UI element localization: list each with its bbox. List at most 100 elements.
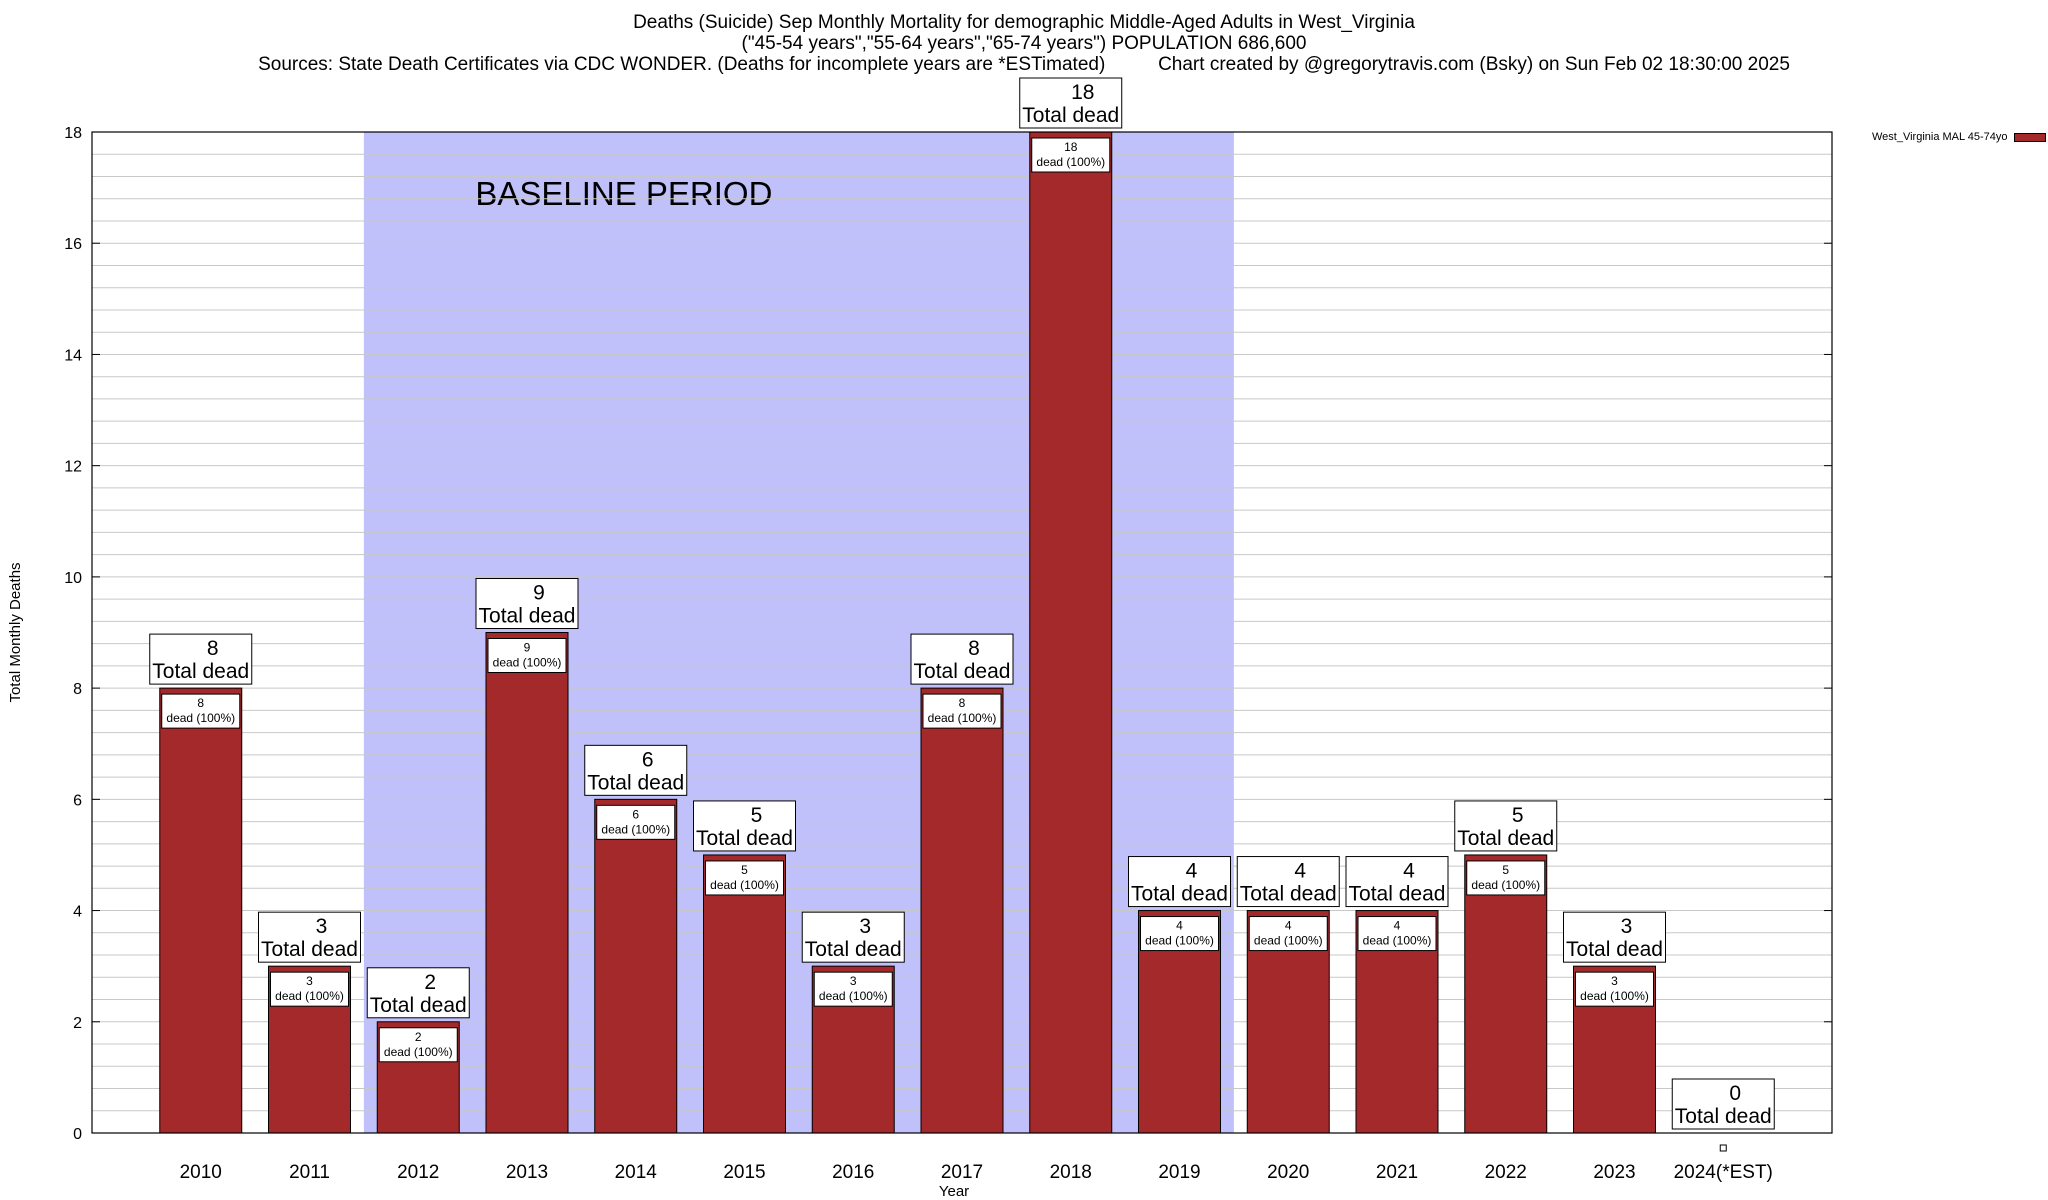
bar bbox=[485, 632, 569, 1134]
y-tick-label: 16 bbox=[64, 236, 82, 253]
bar-total-label: Total dead bbox=[261, 938, 358, 961]
y-tick-label: 4 bbox=[73, 904, 82, 921]
bar-inner-label: dead (100%) bbox=[1471, 878, 1540, 892]
bar-total-value: 3 bbox=[316, 915, 328, 938]
bar-inner-label: dead (100%) bbox=[1363, 934, 1432, 948]
chart-title-line-2: ("45-54 years","55-64 years","65-74 year… bbox=[741, 33, 1307, 54]
bar-inner-label-box bbox=[1248, 916, 1328, 952]
bar-total-label-box bbox=[910, 633, 1014, 685]
bar-total-value: 3 bbox=[1621, 915, 1633, 938]
x-tick-label: 2024(*EST) bbox=[1674, 1162, 1773, 1183]
bar-inner-value: 8 bbox=[959, 696, 966, 710]
bar-total-label: Total dead bbox=[1675, 1105, 1772, 1128]
x-tick-label: 2013 bbox=[506, 1162, 548, 1183]
bar-total-value: 6 bbox=[642, 748, 654, 771]
bar-total-label-box bbox=[693, 800, 796, 852]
bar-total-label-box bbox=[1454, 800, 1558, 852]
chart-title-line-1: Deaths (Suicide) Sep Monthly Mortality f… bbox=[633, 12, 1415, 33]
bar-inner-label-box bbox=[922, 693, 1002, 729]
bar-inner-label-box bbox=[161, 693, 241, 729]
bar-inner-label: dead (100%) bbox=[1145, 934, 1214, 948]
bar-total-value: 9 bbox=[533, 582, 545, 605]
x-tick-label: 2010 bbox=[180, 1162, 222, 1183]
x-tick-label: 2021 bbox=[1376, 1162, 1418, 1183]
zero-marker bbox=[1719, 1144, 1727, 1152]
bar bbox=[1029, 131, 1113, 1134]
bar bbox=[703, 854, 786, 1134]
chart-source-text: Sources: State Death Certificates via CD… bbox=[258, 54, 1106, 75]
bar-inner-value: 4 bbox=[1394, 919, 1401, 933]
bar-total-label: Total dead bbox=[1022, 104, 1119, 127]
plot-frame bbox=[91, 131, 1833, 1134]
bar-total-label-box bbox=[1128, 856, 1231, 908]
chart-credit-text: Chart created by @gregorytravis.com (Bsk… bbox=[1158, 54, 1790, 75]
x-tick-label: 2019 bbox=[1158, 1162, 1200, 1183]
bar-inner-label: dead (100%) bbox=[166, 711, 235, 725]
bar-inner-label-box bbox=[1466, 860, 1546, 896]
x-axis-label: Year bbox=[939, 1183, 969, 1200]
bar bbox=[159, 687, 243, 1134]
bar-total-label-box bbox=[1019, 77, 1123, 129]
bar-inner-label: dead (100%) bbox=[275, 989, 344, 1003]
x-tick-label: 2017 bbox=[941, 1162, 983, 1183]
bar-total-label: Total dead bbox=[587, 771, 684, 794]
y-tick-label: 12 bbox=[64, 459, 82, 476]
bar-inner-label-box bbox=[1031, 137, 1111, 173]
bar-total-value: 8 bbox=[968, 637, 980, 660]
bar-total-label: Total dead bbox=[1457, 827, 1554, 850]
bar-total-value: 4 bbox=[1186, 860, 1198, 883]
legend: West_Virginia MAL 45-74yo bbox=[1872, 131, 2046, 143]
bar-inner-label-box bbox=[1575, 971, 1654, 1007]
legend-label: West_Virginia MAL 45-74yo bbox=[1872, 131, 2008, 143]
x-tick-label: 2022 bbox=[1485, 1162, 1527, 1183]
x-tick-label: 2020 bbox=[1267, 1162, 1309, 1183]
bar-total-value: 5 bbox=[1512, 804, 1524, 827]
bar-total-value: 5 bbox=[751, 804, 763, 827]
bar-inner-value: 5 bbox=[1502, 863, 1509, 877]
bar-inner-label: dead (100%) bbox=[928, 711, 997, 725]
bar-inner-value: 5 bbox=[741, 863, 748, 877]
bar-total-label-box bbox=[258, 911, 361, 963]
bar-inner-label-box bbox=[705, 860, 784, 896]
bar-inner-value: 8 bbox=[197, 696, 204, 710]
y-tick-label: 2 bbox=[73, 1015, 82, 1032]
bar-total-value: 3 bbox=[859, 915, 871, 938]
bar-inner-label-box bbox=[270, 971, 349, 1007]
bar-total-label: Total dead bbox=[479, 605, 576, 628]
bar-total-value: 4 bbox=[1294, 860, 1306, 883]
bar-total-label-box bbox=[1236, 856, 1340, 908]
x-tick-label: 2011 bbox=[289, 1162, 330, 1183]
bar-total-label: Total dead bbox=[1240, 883, 1337, 906]
bar-total-label-box bbox=[801, 911, 905, 963]
bar bbox=[920, 687, 1004, 1134]
baseline-label: BASELINE PERIOD bbox=[475, 175, 772, 212]
bar-total-value: 0 bbox=[1729, 1082, 1741, 1105]
bar-total-label: Total dead bbox=[805, 938, 902, 961]
bar-total-label-box bbox=[475, 578, 579, 629]
bar-total-label: Total dead bbox=[696, 827, 793, 850]
y-axis-label: Total Monthly Deaths bbox=[7, 562, 24, 702]
bar bbox=[1464, 854, 1548, 1134]
x-tick-label: 2023 bbox=[1593, 1162, 1635, 1183]
bar-inner-label: dead (100%) bbox=[493, 656, 562, 670]
bar-total-label-box bbox=[1563, 911, 1666, 963]
bar-inner-label: dead (100%) bbox=[1036, 155, 1105, 169]
bar-total-label-box bbox=[149, 633, 253, 685]
bar-total-value: 2 bbox=[424, 971, 436, 994]
bar-inner-value: 3 bbox=[850, 974, 857, 988]
y-tick-label: 14 bbox=[64, 347, 82, 364]
x-tick-label: 2012 bbox=[397, 1162, 439, 1183]
y-tick-label: 6 bbox=[73, 792, 82, 809]
bar-inner-value: 4 bbox=[1176, 919, 1183, 933]
bar-inner-value: 4 bbox=[1285, 919, 1292, 933]
bar-total-label-box bbox=[584, 744, 688, 796]
bar bbox=[594, 798, 678, 1134]
x-tick-label: 2014 bbox=[615, 1162, 658, 1183]
bar-inner-label: dead (100%) bbox=[1580, 989, 1649, 1003]
bar-total-value: 18 bbox=[1071, 81, 1094, 104]
bar-inner-label: dead (100%) bbox=[710, 878, 779, 892]
bar-inner-value: 9 bbox=[524, 641, 531, 655]
chart-title-line-3: Sources: State Death Certificates via CD… bbox=[0, 54, 2048, 76]
bar-total-label: Total dead bbox=[1349, 883, 1446, 906]
